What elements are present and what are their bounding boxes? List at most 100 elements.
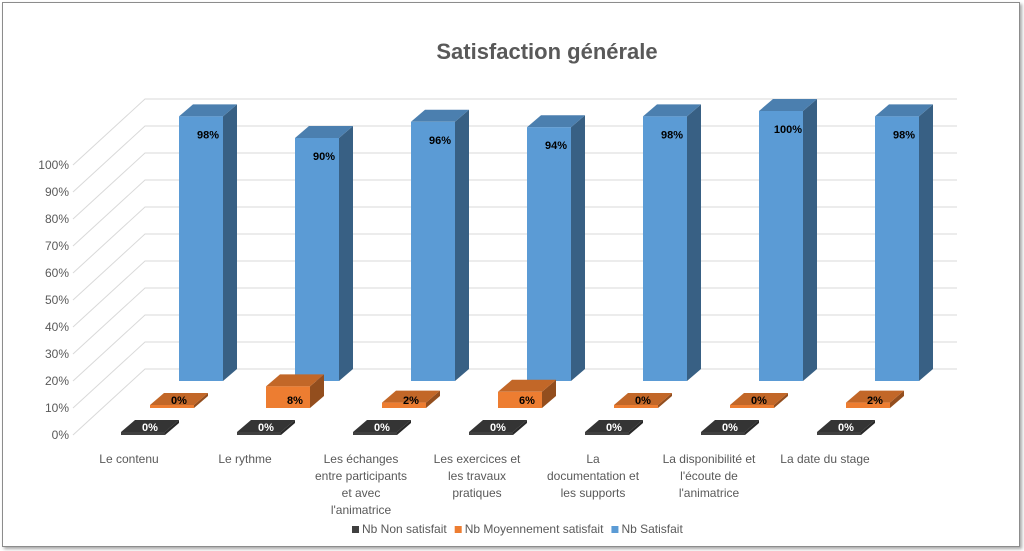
bar [614, 405, 658, 408]
bar-side [542, 379, 556, 408]
bar-top [730, 393, 788, 405]
y-tick-label: 20% [45, 374, 69, 388]
bar [469, 432, 513, 435]
data-label: 2% [403, 395, 419, 407]
bar [875, 116, 919, 382]
bar-side [745, 420, 759, 435]
bar-side [919, 104, 933, 382]
category-label: La date du stage [780, 452, 870, 466]
bar [237, 432, 281, 435]
bar [585, 432, 629, 435]
bar-top [614, 393, 672, 405]
bar [527, 127, 571, 381]
bar-side [629, 420, 643, 435]
category-label: l'animatrice [679, 486, 740, 500]
bar-top [121, 420, 179, 432]
bar-side [890, 390, 904, 408]
y-tick-label: 90% [45, 185, 69, 199]
bar-top [527, 115, 585, 128]
gridline [72, 98, 957, 166]
data-label: 0% [374, 422, 390, 434]
bar-side [687, 104, 701, 382]
category-label: Le contenu [99, 452, 158, 466]
bar-top [759, 99, 817, 111]
bar-side [774, 393, 788, 408]
category-label: Les échanges [324, 452, 399, 466]
bar [643, 116, 687, 382]
bar-side [455, 109, 469, 382]
bar-side [310, 374, 324, 408]
bar-top [701, 420, 759, 432]
bar-side [571, 115, 585, 381]
bar [353, 432, 397, 435]
data-label: 100% [774, 124, 802, 136]
bar [730, 405, 774, 408]
bar [179, 116, 223, 382]
data-label: 6% [519, 395, 535, 407]
bar [759, 111, 803, 381]
bar [150, 405, 194, 408]
bar-side [281, 420, 295, 435]
y-tick-label: 50% [45, 293, 69, 307]
category-label: La [586, 452, 600, 466]
bar [382, 402, 426, 408]
x-axis-category-labels: Le contenu Le rythme Les échanges entre par… [99, 452, 870, 517]
category-label: les supports [561, 486, 626, 500]
bar [411, 121, 455, 382]
chart-canvas: Satisfaction générale 0% 10% 20% 30% 40% 50% 6… [38, 39, 957, 536]
legend-swatch [611, 526, 619, 533]
data-label: 98% [197, 129, 219, 141]
category-label: l'écoute de [680, 469, 738, 483]
y-tick-label: 70% [45, 239, 69, 253]
bar-top [585, 420, 643, 432]
bar [701, 432, 745, 435]
bar-side [223, 104, 237, 382]
category-label: et avec [342, 486, 381, 500]
legend-label: Nb Moyennement satisfait [465, 522, 604, 536]
y-axis-tick-labels: 0% 10% 20% 30% 40% 50% 60% 70% 80% 90% 100% [38, 158, 69, 442]
bar [817, 432, 861, 435]
y-tick-label: 10% [45, 401, 69, 415]
category-label: les travaux [448, 469, 506, 483]
data-label: 8% [287, 395, 303, 407]
category-label: l'animatrice [331, 503, 392, 517]
legend: Nb Non satisfait Nb Moyennement satisfait… [352, 522, 683, 536]
bar-side [194, 393, 208, 408]
bar-side [803, 99, 817, 381]
bar-top [817, 420, 875, 432]
bar-top [237, 420, 295, 432]
category-label: Les exercices et [434, 452, 521, 466]
legend-label: Nb Satisfait [621, 522, 683, 536]
bar [121, 432, 165, 435]
bars: 98% 90% 96% 94% 98% 100% 98% 0% 8% 2% 6% 0% 0% 2% 0% 0%… [121, 99, 933, 435]
data-label: 96% [429, 135, 451, 147]
y-tick-label: 60% [45, 266, 69, 280]
y-tick-label: 80% [45, 212, 69, 226]
legend-swatch [352, 526, 359, 533]
y-tick-label: 100% [38, 158, 69, 172]
data-label: 0% [838, 422, 854, 434]
bar-side [861, 420, 875, 435]
data-label: 0% [490, 422, 506, 434]
bar-side [658, 393, 672, 408]
bar [846, 402, 890, 408]
bar-top [150, 393, 208, 405]
legend-label: Nb Non satisfait [362, 522, 447, 536]
bar-side [397, 420, 411, 435]
bar [295, 138, 339, 381]
data-label: 98% [893, 129, 915, 141]
bar [266, 386, 310, 408]
data-label: 2% [867, 395, 883, 407]
data-label: 94% [545, 140, 567, 152]
y-tick-label: 40% [45, 320, 69, 334]
data-label: 0% [171, 395, 187, 407]
bar-top [498, 379, 556, 392]
data-label: 0% [258, 422, 274, 434]
category-label: La disponibilité et [663, 452, 756, 466]
bar-top [469, 420, 527, 432]
data-label: 98% [661, 129, 683, 141]
category-label: pratiques [452, 486, 501, 500]
bar-top [266, 374, 324, 387]
bar-top [846, 390, 904, 403]
